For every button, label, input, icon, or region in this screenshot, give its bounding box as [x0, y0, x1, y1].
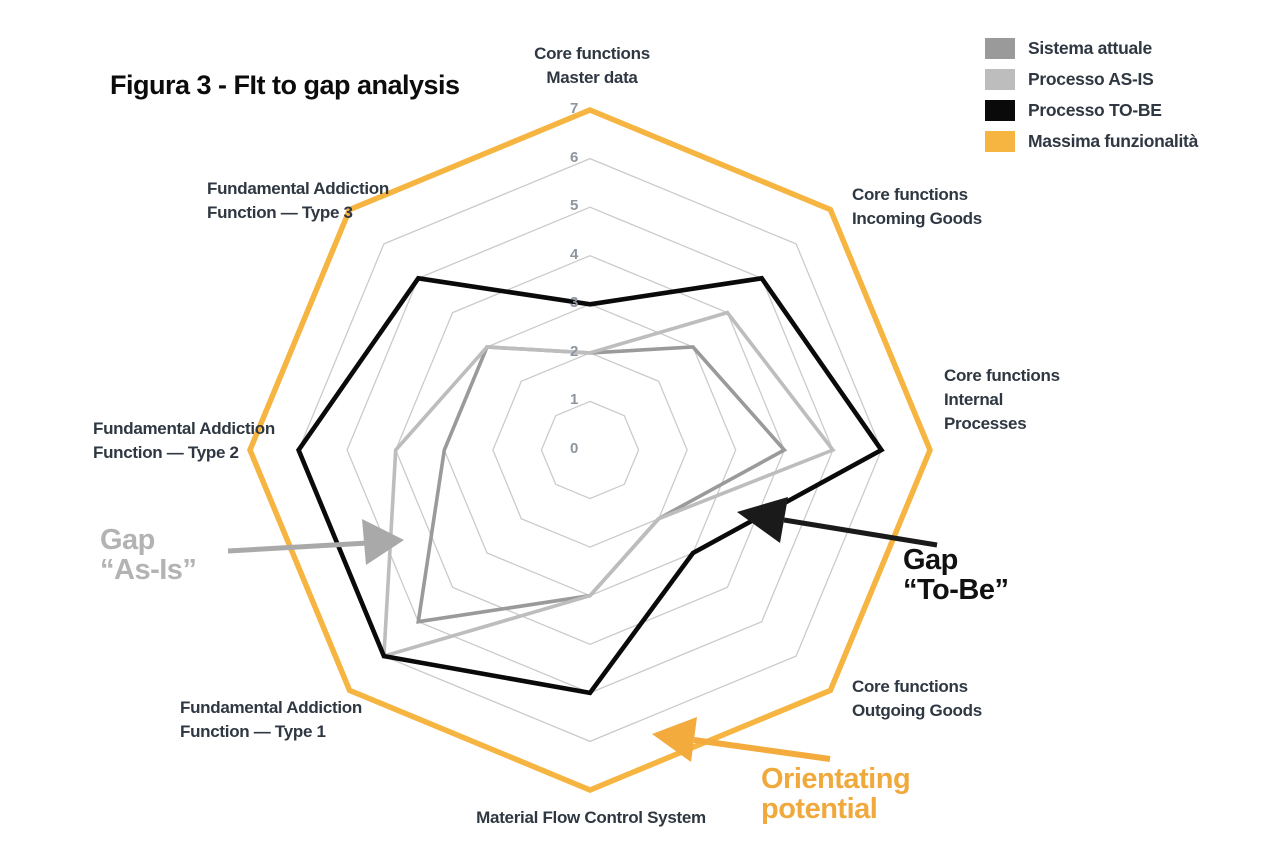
legend-swatch-massima-funzionalita — [985, 131, 1015, 152]
annotation-orientating-potential: Orientating potential — [761, 763, 911, 825]
series-polygon-2 — [295, 275, 885, 696]
tick-label-1: 1 — [569, 391, 578, 408]
grid-ring-2 — [492, 352, 688, 548]
axis-label-internal-processes: Core functions Internal Processes — [944, 366, 1060, 433]
axis-label-incoming-goods: Core functions Incoming Goods — [852, 185, 982, 228]
tick-label-0: 0 — [569, 440, 578, 457]
annotation-gap-to-be: Gap “To-Be” — [903, 544, 1009, 606]
tick-label-3: 3 — [569, 294, 578, 311]
legend-swatch-processo-as-is — [985, 69, 1015, 90]
legend-label: Massima funzionalità — [1028, 131, 1199, 151]
annotation-gap-as-is: Gap “As-Is” — [100, 524, 197, 586]
legend-swatch-processo-to-be — [985, 100, 1015, 121]
axis-label-faf-type-3: Fundamental Addiction Function — Type 3 — [207, 179, 389, 222]
orientating-arrow-shaft — [693, 737, 831, 762]
orientating-arrowhead-icon — [652, 717, 697, 762]
tick-label-2: 2 — [569, 343, 578, 360]
axis-label-outgoing-goods: Core functions Outgoing Goods — [852, 677, 982, 720]
legend: Sistema attuale Processo AS-IS Processo … — [985, 33, 1198, 157]
legend-item-sistema-attuale: Sistema attuale — [985, 33, 1198, 64]
legend-label: Sistema attuale — [1028, 38, 1152, 58]
gap-as-is-arrowhead-icon — [362, 519, 404, 565]
grid-ring-6 — [297, 157, 883, 743]
axis-label-material-flow: Material Flow Control System — [476, 808, 706, 827]
gap-to-be-arrowhead-icon — [737, 497, 788, 543]
series-polygon-1 — [381, 310, 836, 659]
tick-label-7: 7 — [569, 100, 578, 117]
legend-item-processo-to-be: Processo TO-BE — [985, 95, 1198, 126]
grid-ring-4 — [394, 254, 786, 646]
series-polygon-3 — [247, 107, 933, 793]
legend-label: Processo AS-IS — [1028, 69, 1154, 89]
axis-label-master-data: Core functions Master data — [534, 44, 650, 87]
legend-swatch-sistema-attuale — [985, 38, 1015, 59]
gap-as-is-arrow-shaft — [227, 540, 369, 554]
legend-item-massima-funzionalita: Massima funzionalità — [985, 126, 1198, 157]
tick-label-5: 5 — [569, 197, 578, 214]
legend-item-processo-as-is: Processo AS-IS — [985, 64, 1198, 95]
gap-to-be-arrow-shaft — [783, 517, 938, 548]
page-title: Figura 3 - FIt to gap analysis — [110, 70, 460, 100]
grid-ring-1 — [540, 400, 640, 500]
tick-label-6: 6 — [569, 149, 578, 166]
legend-label: Processo TO-BE — [1028, 100, 1162, 120]
axis-label-faf-type-2: Fundamental Addiction Function — Type 2 — [93, 419, 275, 462]
tick-label-4: 4 — [569, 246, 578, 263]
axis-label-faf-type-1: Fundamental Addiction Function — Type 1 — [180, 698, 362, 741]
